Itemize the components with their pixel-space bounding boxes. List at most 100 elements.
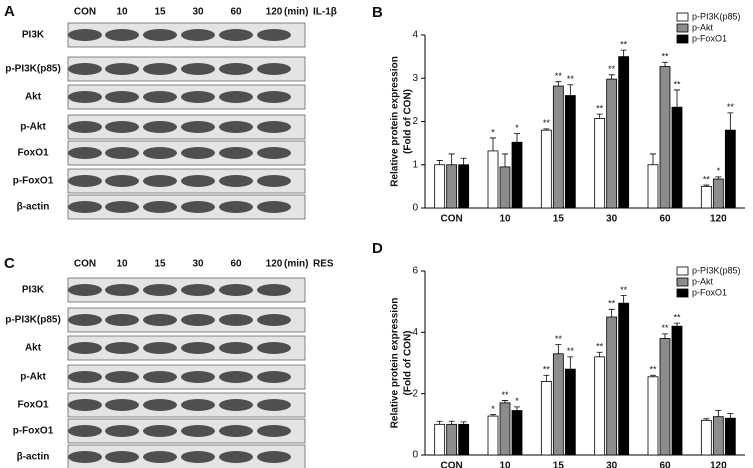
blot-band (105, 371, 139, 383)
bar (618, 302, 630, 456)
blot-band (68, 175, 102, 187)
blot-band (68, 63, 102, 75)
blot-band (181, 121, 215, 133)
x-tick-label: 30 (606, 461, 618, 468)
blot-band (257, 314, 291, 326)
error-bar (567, 84, 574, 96)
lane-label: 120 (266, 259, 283, 270)
bar (487, 150, 499, 209)
bar (499, 166, 511, 209)
error-bar (715, 176, 722, 180)
bar (647, 164, 659, 209)
significance-label: ** (501, 390, 509, 400)
error-bar (662, 61, 668, 67)
error-bar (650, 374, 656, 377)
error-bar (490, 137, 496, 151)
significance-label: ** (661, 323, 669, 333)
x-tick-label: CON (441, 461, 463, 468)
bar (594, 118, 606, 209)
significance-label: ** (596, 104, 604, 114)
bar (434, 423, 446, 456)
error-bar (727, 112, 734, 131)
blot-band (68, 201, 102, 213)
blot-band (181, 29, 215, 41)
bar (659, 66, 671, 209)
blot-band (257, 147, 291, 159)
blot-band (68, 314, 102, 326)
error-bar (620, 295, 627, 304)
blot-band (68, 399, 102, 411)
x-tick-label: 120 (710, 461, 727, 468)
error-bar (555, 344, 562, 354)
row-label: β-actin (17, 452, 50, 463)
lane-label: 30 (192, 7, 204, 18)
bar (564, 368, 576, 456)
blot-band (143, 314, 177, 326)
lane-label: 120 (266, 7, 283, 18)
row-label: Akt (25, 92, 42, 103)
error-bar (703, 418, 710, 421)
blot-band (219, 175, 253, 187)
unit-label: (min) (284, 7, 308, 18)
bar (606, 316, 618, 456)
blot-band (219, 425, 253, 437)
y-tick-label: 4 (412, 327, 418, 338)
row-label: β-actin (17, 202, 50, 213)
significance-label: ** (620, 40, 628, 50)
error-bar (662, 333, 668, 339)
error-bar (596, 351, 603, 357)
significance-label: ** (661, 52, 669, 62)
bar (700, 185, 712, 209)
bar (724, 129, 736, 209)
lane-label: 30 (192, 259, 204, 270)
blot-band (181, 314, 215, 326)
blot-band (181, 284, 215, 296)
error-bar (674, 322, 680, 327)
bar (511, 141, 523, 209)
row-label: p-FoxO1 (13, 176, 54, 187)
legend-swatch (676, 23, 689, 33)
bar (671, 106, 683, 209)
blot-band (105, 201, 139, 213)
error-bar (727, 413, 734, 419)
error-bar (514, 133, 520, 143)
y-tick-label: 6 (412, 266, 418, 277)
unit-label: (min) (284, 259, 308, 270)
error-bar (502, 400, 508, 403)
blot-band (257, 399, 291, 411)
significance-label: ** (543, 365, 551, 375)
bar (458, 164, 470, 209)
blot-band (68, 29, 102, 41)
panel-label: A (4, 3, 15, 20)
blot-band (181, 63, 215, 75)
blot-band (68, 342, 102, 354)
error-bar (460, 421, 467, 425)
significance-label: * (491, 127, 495, 137)
bar (458, 423, 470, 456)
error-bar (715, 410, 722, 417)
blot-band (219, 121, 253, 133)
error-bar (514, 406, 520, 411)
blot-band (181, 91, 215, 103)
error-bar (674, 89, 680, 108)
significance-label: ** (567, 74, 575, 84)
bar (552, 85, 564, 209)
lane-label: 60 (230, 259, 242, 270)
blot-band (143, 147, 177, 159)
x-tick-label: 15 (553, 214, 565, 225)
x-tick-label: CON (441, 214, 463, 225)
bar (552, 353, 564, 456)
y-axis-label: Relative protein expression (390, 56, 401, 187)
legend-swatch (676, 266, 689, 276)
significance-label: * (491, 404, 495, 414)
significance-label: ** (567, 346, 575, 356)
bar (659, 338, 671, 456)
error-bar (543, 128, 550, 131)
lane-label: 10 (116, 259, 128, 270)
error-bar (502, 153, 508, 167)
row-label: p-PI3K(p85) (5, 64, 61, 75)
significance-label: * (515, 123, 519, 133)
legend-swatch (676, 277, 689, 287)
y-tick-label: 4 (412, 30, 418, 41)
x-tick-label: 15 (553, 461, 565, 468)
